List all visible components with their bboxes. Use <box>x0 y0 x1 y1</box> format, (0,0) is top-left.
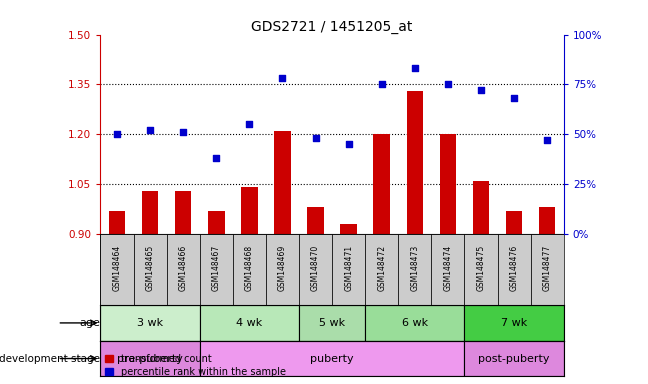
Bar <box>299 305 365 341</box>
Bar <box>539 207 555 234</box>
Point <box>277 75 288 81</box>
Text: GSM148474: GSM148474 <box>443 245 452 291</box>
Bar <box>406 91 423 234</box>
Bar <box>200 341 465 376</box>
Text: GSM148471: GSM148471 <box>344 245 353 291</box>
Bar <box>274 131 291 234</box>
Text: GSM148477: GSM148477 <box>543 245 551 291</box>
Bar <box>241 187 258 234</box>
Point <box>376 81 387 88</box>
Bar <box>167 234 200 305</box>
Point <box>542 137 552 143</box>
Bar <box>200 234 233 305</box>
Text: 6 wk: 6 wk <box>402 318 428 328</box>
Text: 7 wk: 7 wk <box>501 318 527 328</box>
Bar <box>208 211 225 234</box>
Point <box>211 155 222 161</box>
Legend: transformed count, percentile rank within the sample: transformed count, percentile rank withi… <box>106 354 286 377</box>
Point <box>410 65 420 71</box>
Text: 5 wk: 5 wk <box>319 318 345 328</box>
Bar <box>399 234 432 305</box>
Text: pre-puberty: pre-puberty <box>117 354 183 364</box>
Bar <box>365 305 465 341</box>
Text: GSM148473: GSM148473 <box>410 245 419 291</box>
Text: post-puberty: post-puberty <box>478 354 550 364</box>
Text: GSM148472: GSM148472 <box>377 245 386 291</box>
Bar <box>340 224 357 234</box>
Text: GSM148468: GSM148468 <box>245 245 254 291</box>
Bar <box>100 305 200 341</box>
Point <box>244 121 255 127</box>
Bar <box>175 191 191 234</box>
Bar <box>465 234 498 305</box>
Bar <box>373 134 390 234</box>
Text: GSM148470: GSM148470 <box>311 245 320 291</box>
Text: GSM148465: GSM148465 <box>146 245 155 291</box>
Point <box>145 127 156 133</box>
Bar <box>498 234 531 305</box>
Bar <box>465 341 564 376</box>
Bar <box>100 234 133 305</box>
Bar <box>439 134 456 234</box>
Point <box>343 141 354 147</box>
Bar <box>233 234 266 305</box>
Point <box>443 81 453 88</box>
Bar <box>473 181 489 234</box>
Bar <box>432 234 465 305</box>
Point <box>310 135 321 141</box>
Text: puberty: puberty <box>310 354 354 364</box>
Bar <box>365 234 399 305</box>
Text: GSM148469: GSM148469 <box>278 245 287 291</box>
Point <box>476 87 486 93</box>
Text: 3 wk: 3 wk <box>137 318 163 328</box>
Point <box>178 129 189 135</box>
Point <box>112 131 122 137</box>
Text: GSM148467: GSM148467 <box>212 245 221 291</box>
Point <box>509 95 519 101</box>
Bar <box>133 234 167 305</box>
Bar <box>465 305 564 341</box>
Text: GSM148466: GSM148466 <box>179 245 188 291</box>
Bar <box>299 234 332 305</box>
Bar <box>100 341 200 376</box>
Bar <box>506 211 522 234</box>
Title: GDS2721 / 1451205_at: GDS2721 / 1451205_at <box>251 20 413 33</box>
Text: GSM148464: GSM148464 <box>113 245 121 291</box>
Bar <box>332 234 365 305</box>
Text: development stage: development stage <box>0 354 100 364</box>
Bar <box>266 234 299 305</box>
Bar <box>307 207 324 234</box>
Bar <box>531 234 564 305</box>
Text: GSM148475: GSM148475 <box>476 245 485 291</box>
Text: age: age <box>79 318 100 328</box>
Bar <box>109 211 125 234</box>
Bar <box>142 191 158 234</box>
Text: GSM148476: GSM148476 <box>509 245 518 291</box>
Text: 4 wk: 4 wk <box>237 318 262 328</box>
Bar <box>200 305 299 341</box>
